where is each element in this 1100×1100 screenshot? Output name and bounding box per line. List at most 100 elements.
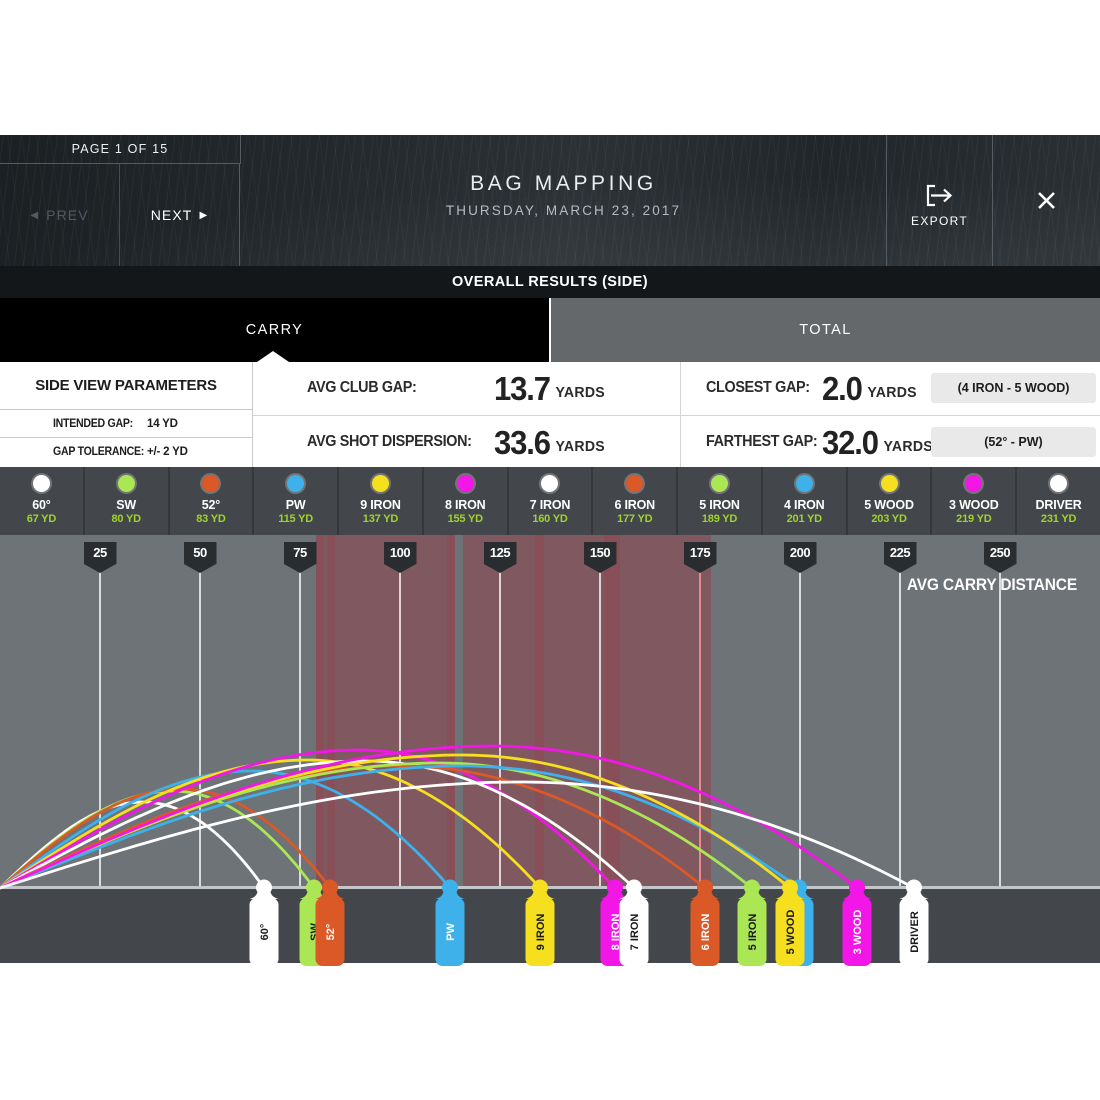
club-dot (795, 475, 813, 492)
close-button[interactable] (993, 135, 1100, 266)
club-carry: 160 YD (532, 513, 568, 525)
club-carry: 83 YD (196, 513, 226, 525)
distance-tick-label: 75 (293, 545, 307, 560)
club-cell-7-iron[interactable]: 7 IRON 160 YD (509, 467, 594, 535)
avg-club-gap-row: AVG CLUB GAP: 13.7 YARDS (253, 362, 680, 414)
gridline-150 (599, 571, 601, 886)
club-carry: 203 YD (871, 513, 907, 525)
club-carry: 177 YD (617, 513, 653, 525)
club-cell-pw[interactable]: PW 115 YD (254, 467, 340, 535)
red-gap-stripe (447, 535, 455, 886)
intended-gap-value: 14 YD (147, 418, 178, 430)
gridline-25 (99, 571, 101, 886)
club-cell-driver[interactable]: DRIVER 231 YD (1017, 467, 1100, 535)
side-view-parameters-title: SIDE VIEW PARAMETERS (0, 362, 252, 410)
title-block: BAG MAPPING THURSDAY, MARCH 23, 2017 (241, 135, 886, 266)
gridline-75 (299, 571, 301, 886)
next-button-label: NEXT (150, 207, 193, 223)
club-name: 60° (32, 498, 51, 512)
club-cell-3-wood[interactable]: 3 WOOD 219 YD (932, 467, 1018, 535)
gridline-50 (199, 571, 201, 886)
red-gap-stripe (327, 535, 335, 886)
gridline-250 (999, 571, 1001, 886)
tab-total[interactable]: TOTAL (551, 298, 1100, 362)
page-indicator: PAGE 1 OF 15 (0, 135, 241, 164)
club-name: 6 IRON (614, 498, 656, 512)
distance-tick-label: 125 (489, 545, 511, 560)
club-name: PW (285, 498, 306, 512)
farthest-gap-value: 32.0 (822, 423, 879, 461)
distance-tick-225: 225 (883, 542, 917, 573)
club-cell-5-iron[interactable]: 5 IRON 189 YD (678, 467, 763, 535)
club-dot (880, 475, 898, 492)
gridline-200 (799, 571, 801, 886)
axis-label: AVG CARRY DISTANCE (906, 576, 1077, 594)
red-gap-zone (316, 535, 711, 886)
stats-column-left: AVG CLUB GAP: 13.7 YARDS AVG SHOT DISPER… (253, 362, 680, 467)
stats-column-right: CLOSEST GAP: 2.0 YARDS (4 IRON - 5 WOOD)… (680, 362, 1100, 467)
club-cell-60-[interactable]: 60° 67 YD (0, 467, 85, 535)
club-cell-52-[interactable]: 52° 83 YD (170, 467, 255, 535)
club-name: 7 IRON (529, 498, 571, 512)
export-button[interactable]: EXPORT (886, 135, 993, 266)
club-dot (117, 475, 135, 492)
club-cell-sw[interactable]: SW 80 YD (85, 467, 170, 535)
club-carry: 137 YD (362, 513, 399, 525)
export-icon (926, 184, 952, 207)
club-dot (965, 475, 983, 492)
distance-tick-200: 200 (783, 542, 817, 573)
club-name: 9 IRON (360, 498, 401, 512)
club-cell-8-iron[interactable]: 8 IRON 155 YD (424, 467, 509, 535)
club-dot (287, 475, 305, 492)
intended-gap-row: INTENDED GAP: 14 YD (0, 410, 252, 438)
section-bar: OVERALL RESULTS (SIDE) (0, 266, 1100, 298)
distance-tick-label: 50 (193, 545, 207, 560)
distance-tick-label: 175 (689, 545, 711, 560)
club-carry: 189 YD (701, 513, 738, 525)
farthest-gap-badge: (52° - PW) (931, 427, 1096, 457)
distance-tick-label: 250 (989, 545, 1011, 560)
red-gap-stripe (604, 535, 620, 886)
intended-gap-label: INTENDED GAP: (53, 418, 133, 430)
club-carry: 219 YD (956, 513, 992, 525)
distance-tick-25: 25 (83, 542, 117, 573)
avg-club-gap-value: 13.7 (494, 369, 551, 407)
club-cell-5-wood[interactable]: 5 WOOD 203 YD (848, 467, 933, 535)
club-dot (456, 475, 474, 492)
gridline-225 (899, 571, 901, 886)
club-name: 52° (201, 498, 221, 512)
red-gap-stripe (535, 535, 544, 886)
prev-button[interactable]: ◀ PREV (0, 164, 120, 266)
distance-tick-75: 75 (283, 542, 317, 573)
farthest-gap-unit: YARDS (883, 438, 933, 455)
avg-club-gap-label: AVG CLUB GAP: (307, 379, 417, 396)
closest-gap-badge: (4 IRON - 5 WOOD) (931, 373, 1096, 403)
closest-gap-value: 2.0 (822, 369, 863, 407)
club-cell-6-iron[interactable]: 6 IRON 177 YD (593, 467, 679, 535)
farthest-gap-label: FARTHEST GAP: (706, 433, 818, 450)
club-dot (371, 475, 389, 492)
distance-tick-label: 150 (589, 545, 611, 560)
closest-gap-label: CLOSEST GAP: (706, 379, 810, 396)
club-name: 3 WOOD (949, 498, 999, 512)
gap-tolerance-value: +/- 2 YD (147, 446, 188, 458)
avg-shot-dispersion-label: AVG SHOT DISPERSION: (307, 433, 472, 450)
distance-tick-label: 225 (889, 545, 911, 560)
prev-arrow-icon: ◀ (30, 209, 40, 221)
club-dot (1050, 475, 1068, 492)
club-name: 5 WOOD (864, 498, 914, 512)
club-name: 5 IRON (699, 498, 740, 512)
next-button[interactable]: NEXT ▶ (120, 164, 240, 266)
avg-shot-dispersion-value: 33.6 (494, 423, 551, 461)
club-carry: 115 YD (278, 513, 314, 525)
next-arrow-icon: ▶ (199, 209, 209, 221)
ground-strip (0, 889, 1100, 963)
club-cell-4-iron[interactable]: 4 IRON 201 YD (763, 467, 848, 535)
club-cell-9-iron[interactable]: 9 IRON 137 YD (339, 467, 424, 535)
tab-carry-label: CARRY (245, 322, 304, 338)
club-name: 4 IRON (784, 498, 825, 512)
gap-zone-notch (455, 535, 463, 886)
export-button-label: EXPORT (911, 214, 968, 228)
distance-tick-50: 50 (183, 542, 217, 573)
closest-gap-row: CLOSEST GAP: 2.0 YARDS (4 IRON - 5 WOOD) (681, 362, 1100, 414)
